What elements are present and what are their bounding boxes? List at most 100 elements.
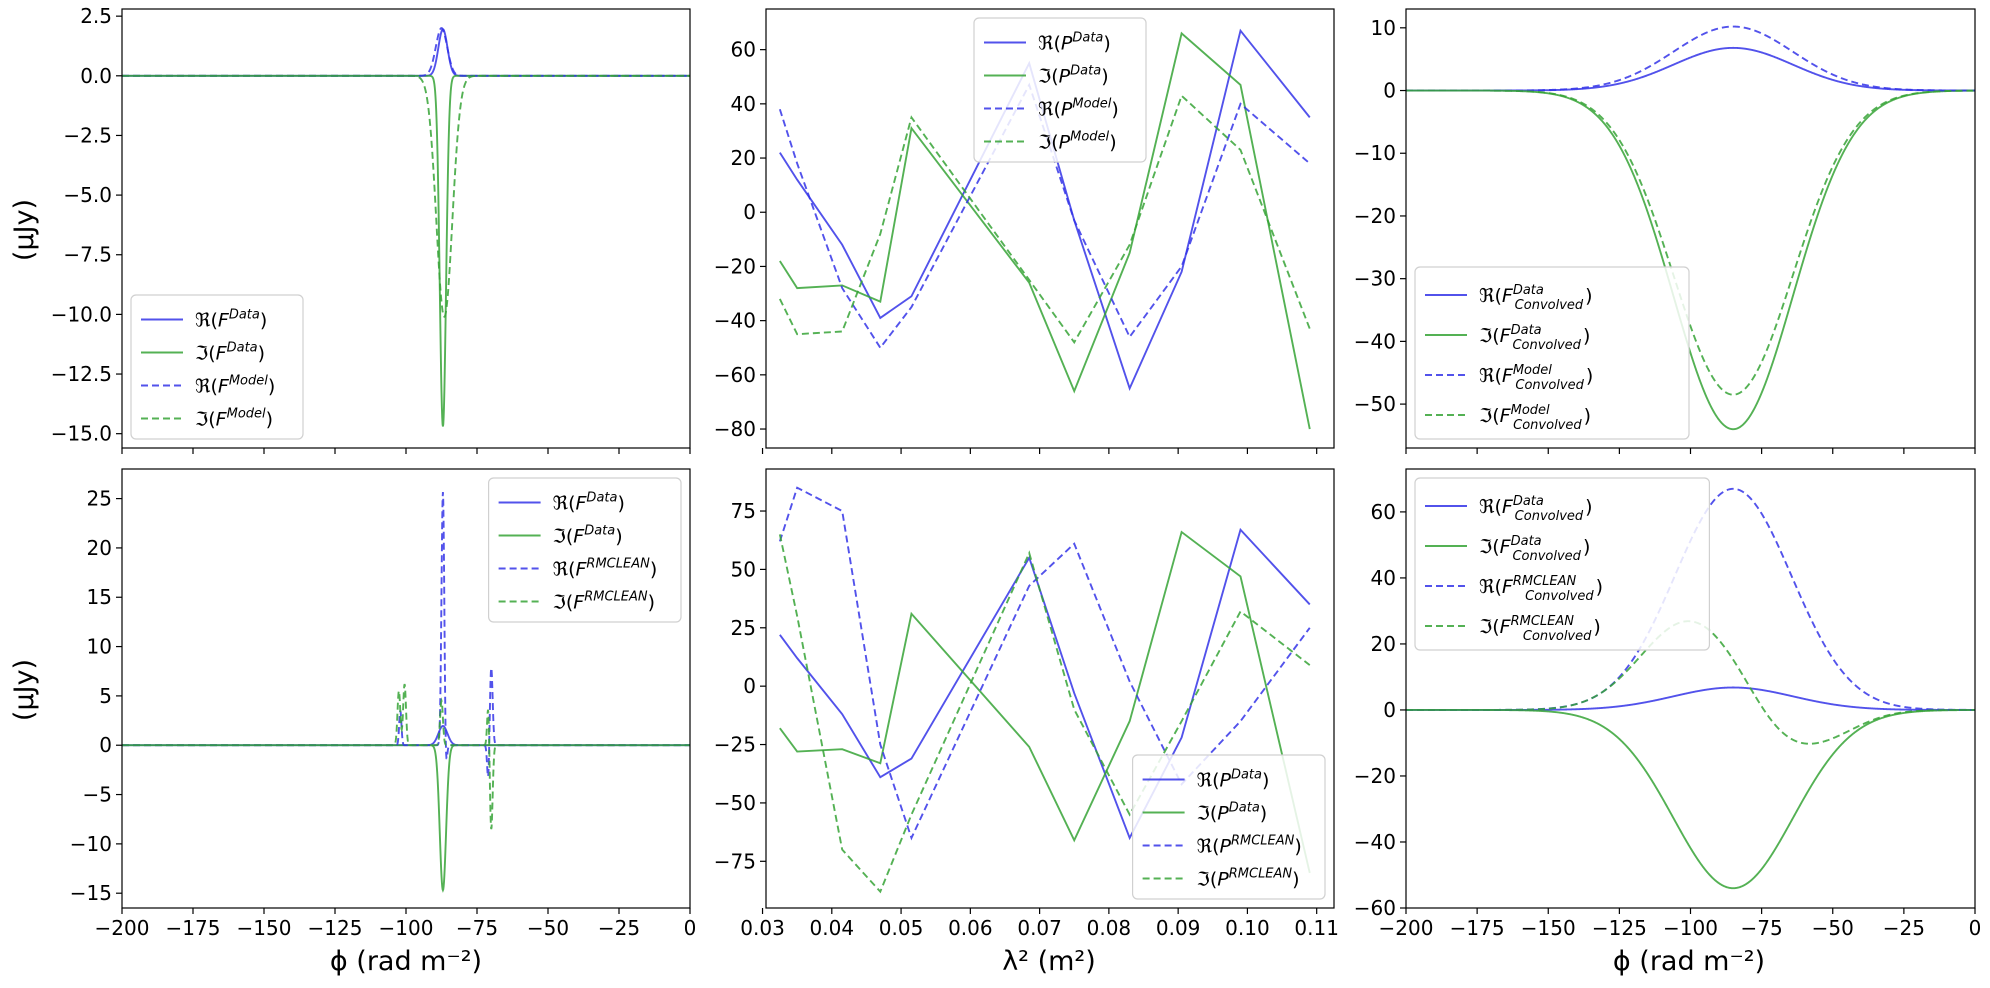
legend-label: ℜ(FData) bbox=[553, 491, 625, 515]
x-tick-label: −25 bbox=[598, 916, 640, 940]
x-tick-label: −50 bbox=[527, 916, 569, 940]
plot-frame bbox=[765, 468, 1335, 909]
y-tick-label: 0 bbox=[743, 200, 756, 224]
x-tick-label: 0.07 bbox=[1017, 916, 1062, 940]
y-tick-label: −2.5 bbox=[63, 123, 112, 147]
legend-label: ℑ(PData) bbox=[1197, 801, 1268, 825]
y-tick-label: 20 bbox=[87, 536, 112, 560]
series-line-3 bbox=[1406, 620, 1975, 745]
x-tick-label: −75 bbox=[1741, 916, 1783, 940]
y-tick-label: −50 bbox=[1354, 392, 1396, 416]
panel-p2: 60 40 20 0 −20 −40 −60 −80 ℜ(PData) ℑ(PData) ℜ(PMo… bbox=[714, 8, 1335, 454]
legend-label: ℑ(FModel) bbox=[195, 407, 273, 431]
legend-label: ℜ(PRMCLEAN) bbox=[1197, 834, 1302, 858]
y-tick-label: −40 bbox=[1354, 329, 1396, 353]
y-tick-label: 0 bbox=[99, 733, 112, 757]
y-tick-label: −20 bbox=[1354, 204, 1396, 228]
legend-box bbox=[488, 477, 682, 623]
plot-frame bbox=[121, 468, 691, 909]
legend-label: ℜ(FRMCLEAN Convolved) bbox=[1479, 574, 1603, 604]
series-line-1 bbox=[122, 744, 690, 893]
series-line-3 bbox=[122, 74, 690, 318]
y-tick-label: −5 bbox=[83, 783, 112, 807]
y-axis-label-bottom: (μJy) bbox=[9, 659, 40, 721]
legend-label: ℜ(PData) bbox=[1038, 31, 1111, 55]
plot-frame bbox=[1405, 8, 1976, 449]
y-tick-label: 25 bbox=[87, 487, 112, 511]
x-tick-label: −150 bbox=[1521, 916, 1576, 940]
y-tick-label: −30 bbox=[1354, 267, 1396, 291]
plot-frame bbox=[765, 8, 1335, 449]
series-line-3 bbox=[1406, 89, 1975, 396]
y-tick-label: 25 bbox=[731, 616, 756, 640]
y-tick-label: 0.0 bbox=[80, 64, 112, 88]
x-tick-label: 0.04 bbox=[810, 916, 855, 940]
y-tick-label: −40 bbox=[1354, 830, 1396, 854]
y-tick-label: 20 bbox=[731, 146, 756, 170]
y-tick-label: 75 bbox=[731, 499, 756, 523]
series-line-0 bbox=[122, 28, 690, 77]
y-tick-label: 0 bbox=[1383, 79, 1396, 103]
y-tick-label: −10 bbox=[1354, 141, 1396, 165]
series-line-2 bbox=[778, 486, 1311, 841]
legend-label: ℑ(PRMCLEAN) bbox=[1197, 867, 1300, 891]
y-tick-label: 10 bbox=[87, 635, 112, 659]
legend-label: ℜ(PModel) bbox=[1038, 97, 1119, 121]
x-axis-label-right: ϕ (rad m⁻²) bbox=[1613, 946, 1765, 977]
legend-box bbox=[1414, 266, 1690, 440]
y-tick-label: 10 bbox=[1371, 16, 1396, 40]
y-tick-label: −20 bbox=[714, 254, 756, 278]
series-line-0 bbox=[779, 527, 1311, 841]
y-tick-label: −5.0 bbox=[63, 183, 112, 207]
y-tick-label: −80 bbox=[714, 417, 756, 441]
legend-label: ℑ(FData Convolved) bbox=[1479, 534, 1590, 564]
legend-label: ℑ(FData Convolved) bbox=[1479, 323, 1590, 353]
legend-label: ℑ(FData) bbox=[553, 524, 623, 548]
y-tick-label: −60 bbox=[1354, 896, 1396, 920]
legend-label: ℜ(FData Convolved) bbox=[1479, 283, 1593, 313]
y-tick-label: 50 bbox=[731, 557, 756, 581]
series-line-2 bbox=[1406, 25, 1975, 92]
legend-label: ℜ(FModel Convolved) bbox=[1479, 363, 1593, 393]
legend-label: ℜ(FModel) bbox=[195, 374, 275, 398]
x-tick-label: −175 bbox=[166, 916, 221, 940]
x-tick-label: −100 bbox=[379, 916, 434, 940]
y-tick-label: −75 bbox=[714, 849, 756, 873]
plot-frame bbox=[121, 8, 691, 449]
panel-p3: 10 0 −10 −20 −30 −40 −50 ℜ(FData Convolved) ℑ(FDa… bbox=[1354, 8, 1976, 454]
x-tick-label: 0.06 bbox=[948, 916, 993, 940]
y-tick-label: 2.5 bbox=[80, 4, 112, 28]
legend-label: ℜ(FData Convolved) bbox=[1479, 494, 1593, 524]
x-tick-label: 0.10 bbox=[1225, 916, 1270, 940]
x-tick-label: 0.08 bbox=[1087, 916, 1132, 940]
y-tick-label: 15 bbox=[87, 585, 112, 609]
legend-label: ℜ(FRMCLEAN) bbox=[553, 557, 658, 581]
x-tick-label: 0.05 bbox=[879, 916, 924, 940]
x-tick-label: −25 bbox=[1883, 916, 1925, 940]
panel-p6: −200 −175 −150 −125 −100 −75 −50 −25 0 60 40 20 0 −20… bbox=[1354, 468, 1981, 940]
y-tick-label: 60 bbox=[1371, 500, 1396, 524]
legend-label: ℑ(FModel Convolved) bbox=[1479, 403, 1591, 433]
x-tick-label: 0 bbox=[684, 916, 697, 940]
legend-label: ℜ(PData) bbox=[1197, 768, 1270, 792]
y-tick-label: −7.5 bbox=[63, 243, 112, 267]
y-tick-label: −25 bbox=[714, 733, 756, 757]
y-tick-label: 40 bbox=[731, 92, 756, 116]
panel-p1: 2.5 0.0 −2.5 −5.0 −7.5 −10.0 −12.5 −15.0 ℜ(FData… bbox=[51, 4, 691, 454]
y-tick-label: 20 bbox=[1371, 632, 1396, 656]
x-axis-label-middle: λ² (m²) bbox=[1002, 946, 1096, 977]
y-tick-label: 40 bbox=[1371, 566, 1396, 590]
x-tick-label: −200 bbox=[95, 916, 150, 940]
legend-label: ℑ(FRMCLEAN Convolved) bbox=[1479, 614, 1601, 644]
series-line-0 bbox=[1406, 686, 1975, 711]
x-axis-label-left: ϕ (rad m⁻²) bbox=[330, 946, 482, 977]
plot-frame bbox=[1405, 468, 1976, 909]
legend-label: ℜ(FData) bbox=[195, 308, 267, 332]
legend-box bbox=[973, 17, 1147, 163]
y-tick-label: −40 bbox=[714, 309, 756, 333]
y-tick-label: −15 bbox=[70, 881, 112, 905]
y-axis-label-top: (μJy) bbox=[9, 199, 40, 261]
series-line-3 bbox=[778, 534, 1311, 894]
y-tick-label: −10.0 bbox=[51, 302, 112, 326]
